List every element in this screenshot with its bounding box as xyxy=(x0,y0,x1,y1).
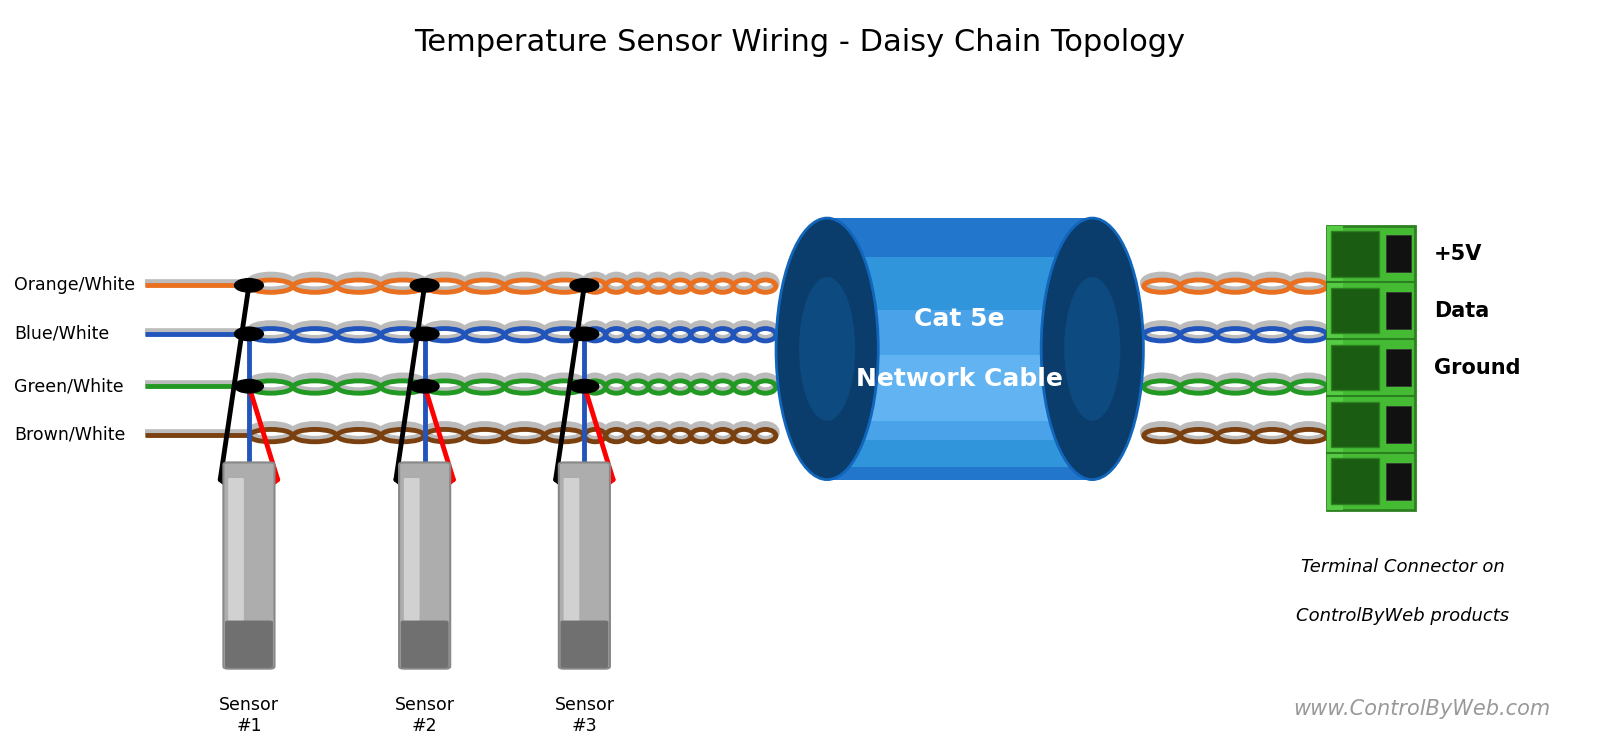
FancyBboxPatch shape xyxy=(560,620,608,668)
FancyBboxPatch shape xyxy=(1326,226,1342,509)
FancyBboxPatch shape xyxy=(827,218,1093,479)
Text: Temperature Sensor Wiring - Daisy Chain Topology: Temperature Sensor Wiring - Daisy Chain … xyxy=(414,28,1186,56)
FancyBboxPatch shape xyxy=(224,463,275,669)
FancyBboxPatch shape xyxy=(1331,401,1379,447)
FancyBboxPatch shape xyxy=(1386,463,1411,500)
Text: Data: Data xyxy=(1434,301,1490,321)
Circle shape xyxy=(570,278,598,292)
FancyBboxPatch shape xyxy=(1331,231,1379,277)
FancyBboxPatch shape xyxy=(1386,292,1411,329)
FancyBboxPatch shape xyxy=(1386,406,1411,442)
FancyBboxPatch shape xyxy=(1326,226,1414,509)
Circle shape xyxy=(410,327,438,340)
Circle shape xyxy=(235,380,264,393)
FancyBboxPatch shape xyxy=(229,478,243,657)
FancyBboxPatch shape xyxy=(1386,349,1411,386)
Text: www.ControlByWeb.com: www.ControlByWeb.com xyxy=(1293,699,1550,718)
Ellipse shape xyxy=(776,218,878,479)
FancyBboxPatch shape xyxy=(827,310,1093,440)
FancyBboxPatch shape xyxy=(1331,458,1379,504)
FancyBboxPatch shape xyxy=(403,478,419,657)
FancyBboxPatch shape xyxy=(1331,345,1379,390)
Text: +5V: +5V xyxy=(1434,244,1483,264)
FancyBboxPatch shape xyxy=(400,620,448,668)
Circle shape xyxy=(235,278,264,292)
FancyBboxPatch shape xyxy=(1386,236,1411,272)
Text: Orange/White: Orange/White xyxy=(14,276,136,294)
Text: Blue/White: Blue/White xyxy=(14,325,109,343)
Circle shape xyxy=(235,327,264,340)
Text: Sensor
#3: Sensor #3 xyxy=(554,696,614,735)
FancyBboxPatch shape xyxy=(398,463,450,669)
FancyBboxPatch shape xyxy=(226,620,274,668)
FancyBboxPatch shape xyxy=(558,463,610,669)
Circle shape xyxy=(410,380,438,393)
FancyBboxPatch shape xyxy=(827,218,1093,479)
FancyBboxPatch shape xyxy=(827,356,1093,421)
Circle shape xyxy=(570,380,598,393)
FancyBboxPatch shape xyxy=(827,257,1093,466)
Ellipse shape xyxy=(1042,218,1144,479)
Text: ControlByWeb products: ControlByWeb products xyxy=(1296,607,1509,625)
Text: Ground: Ground xyxy=(1434,358,1520,377)
FancyBboxPatch shape xyxy=(563,478,579,657)
Text: Green/White: Green/White xyxy=(14,377,123,395)
Circle shape xyxy=(410,278,438,292)
Text: Sensor
#1: Sensor #1 xyxy=(219,696,278,735)
Circle shape xyxy=(570,327,598,340)
Text: Cat 5e: Cat 5e xyxy=(915,307,1005,331)
Ellipse shape xyxy=(798,277,856,421)
Text: Sensor
#2: Sensor #2 xyxy=(395,696,454,735)
FancyBboxPatch shape xyxy=(827,218,1093,479)
Text: Terminal Connector on: Terminal Connector on xyxy=(1301,558,1506,576)
Ellipse shape xyxy=(1064,277,1120,421)
Text: Brown/White: Brown/White xyxy=(14,426,125,444)
FancyBboxPatch shape xyxy=(1331,288,1379,334)
Text: Network Cable: Network Cable xyxy=(856,367,1062,391)
